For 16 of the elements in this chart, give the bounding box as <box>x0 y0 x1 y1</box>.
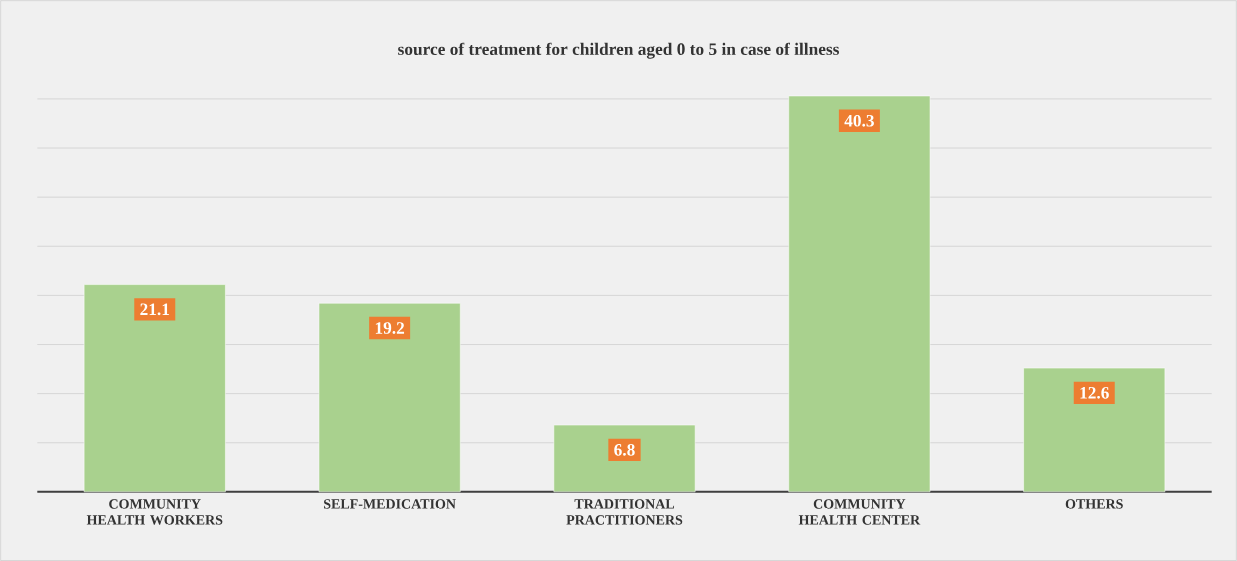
data-label: 12.6 <box>1080 386 1109 399</box>
x-tick-label: COMMUNITY HEALTH CENTER <box>798 499 921 525</box>
x-tick-label: TRADITIONAL PRACTITIONERS <box>566 499 683 525</box>
data-label: 21.1 <box>140 303 170 316</box>
chart-title: source of treatment for children aged 0 to 5 in case of illness <box>398 42 839 59</box>
data-label: 6.8 <box>614 443 635 456</box>
x-tick-label: SELF-MEDICATION <box>324 499 456 509</box>
bar <box>1023 367 1166 493</box>
bar <box>318 302 461 493</box>
x-tick-label: OTHERS <box>1065 499 1123 509</box>
bar <box>788 95 931 493</box>
bar <box>83 284 226 493</box>
data-label: 19.2 <box>375 322 405 334</box>
data-label: 40.3 <box>844 114 874 127</box>
bar <box>553 424 696 493</box>
x-tick-label: COMMUNITY HEALTH WORKERS <box>86 499 223 525</box>
